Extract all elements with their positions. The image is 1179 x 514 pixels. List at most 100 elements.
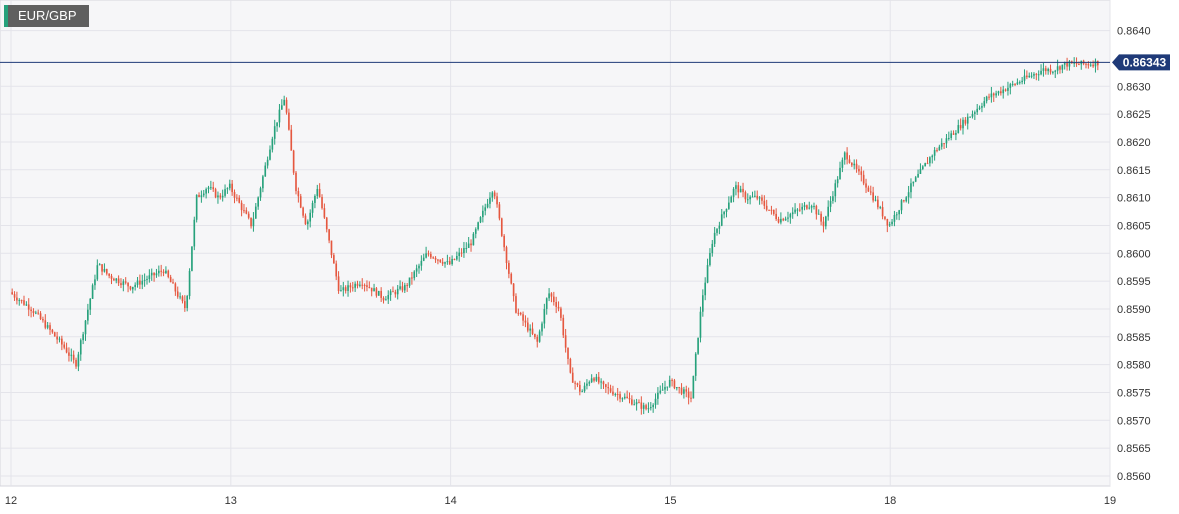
- candle-body: [718, 225, 721, 229]
- candle-body: [534, 333, 536, 337]
- candle-body: [751, 196, 754, 198]
- candle-body: [550, 293, 553, 297]
- candle-body: [401, 286, 404, 291]
- candle-body: [940, 143, 943, 147]
- candle-body: [179, 296, 181, 298]
- candle-body: [432, 257, 435, 259]
- candle-body: [20, 300, 23, 302]
- candle-body: [739, 188, 742, 193]
- candle-body: [1073, 62, 1076, 64]
- candle-body: [678, 387, 681, 389]
- candle-body: [526, 322, 529, 331]
- candle-body: [236, 197, 238, 199]
- candle-body: [1047, 68, 1049, 72]
- candle-body: [193, 219, 196, 247]
- candle-body: [711, 243, 714, 254]
- candle-body: [638, 402, 640, 404]
- candle-body: [238, 197, 241, 203]
- candle-body: [962, 119, 964, 129]
- candle-body: [195, 194, 198, 220]
- candle-body: [981, 106, 983, 108]
- candle-body: [68, 352, 70, 356]
- candle-body: [262, 176, 264, 189]
- candle-body: [519, 312, 522, 315]
- candle-body: [226, 188, 229, 190]
- candle-body: [628, 398, 631, 400]
- candle-body: [259, 188, 262, 198]
- candle-body: [529, 328, 531, 331]
- candle-body: [458, 252, 461, 256]
- candle-body: [531, 328, 534, 334]
- y-tick-label: 0.8610: [1117, 193, 1151, 205]
- x-tick-label: 12: [5, 495, 17, 507]
- candle-body: [569, 358, 572, 373]
- candle-body: [134, 284, 136, 287]
- candle-body: [817, 213, 820, 215]
- y-tick-label: 0.8590: [1117, 304, 1151, 316]
- y-tick-label: 0.8560: [1117, 471, 1151, 483]
- candle-body: [654, 398, 657, 405]
- candle-body: [586, 383, 588, 386]
- candle-body: [385, 299, 387, 301]
- candle-body: [278, 109, 281, 123]
- candle-body: [758, 197, 761, 199]
- candle-body: [1078, 64, 1080, 66]
- candle-body: [184, 301, 186, 309]
- candle-body: [735, 185, 737, 189]
- candle-body: [699, 311, 702, 338]
- candle-body: [1026, 75, 1028, 78]
- candle-body: [725, 208, 728, 212]
- candle-body: [176, 291, 179, 297]
- candle-body: [1092, 64, 1094, 67]
- candle-body: [127, 282, 129, 287]
- candle-body: [323, 208, 326, 218]
- candle-body: [846, 152, 848, 160]
- candle-body: [245, 210, 248, 214]
- candle-body: [562, 317, 565, 336]
- candle-body: [150, 272, 153, 276]
- candle-body: [709, 253, 711, 266]
- candle-body: [415, 268, 418, 272]
- candle-body: [784, 218, 787, 221]
- candle-body: [413, 271, 416, 279]
- current-price-tag: 0.86343: [1112, 54, 1170, 71]
- candle-body: [231, 183, 233, 193]
- candle-body: [368, 287, 371, 289]
- y-tick-label: 0.8615: [1117, 165, 1151, 177]
- current-price-tag-background: [1112, 54, 1170, 71]
- candle-body: [252, 218, 255, 227]
- candle-body: [694, 353, 697, 376]
- candle-body: [467, 243, 470, 249]
- candle-body: [491, 192, 494, 198]
- candle-body: [803, 205, 806, 207]
- x-tick-label: 14: [444, 495, 456, 507]
- candle-body: [640, 402, 643, 409]
- candle-body: [295, 172, 297, 192]
- y-tick-label: 0.8605: [1117, 220, 1151, 232]
- candle-body: [129, 286, 132, 290]
- y-tick-label: 0.8575: [1117, 387, 1151, 399]
- candle-body: [406, 285, 408, 287]
- candle-body: [347, 285, 349, 291]
- candle-body: [974, 112, 976, 114]
- candle-body: [862, 174, 865, 184]
- candle-body: [169, 276, 172, 283]
- candle-body: [810, 206, 813, 208]
- candle-body: [157, 270, 160, 274]
- candle-body: [361, 284, 364, 286]
- candle-body: [673, 380, 676, 389]
- candle-body: [763, 200, 766, 206]
- candle-body: [905, 197, 908, 202]
- candle-body: [32, 310, 35, 314]
- candle-body: [392, 291, 394, 293]
- candle-body: [1066, 62, 1068, 67]
- candle-body: [489, 197, 491, 204]
- candle-body: [990, 93, 993, 98]
- plot-area: [0, 0, 1111, 487]
- candle-body: [354, 283, 356, 288]
- candle-body: [744, 192, 747, 200]
- candle-body: [690, 397, 692, 399]
- candle-body: [117, 278, 120, 284]
- candle-body: [94, 279, 96, 286]
